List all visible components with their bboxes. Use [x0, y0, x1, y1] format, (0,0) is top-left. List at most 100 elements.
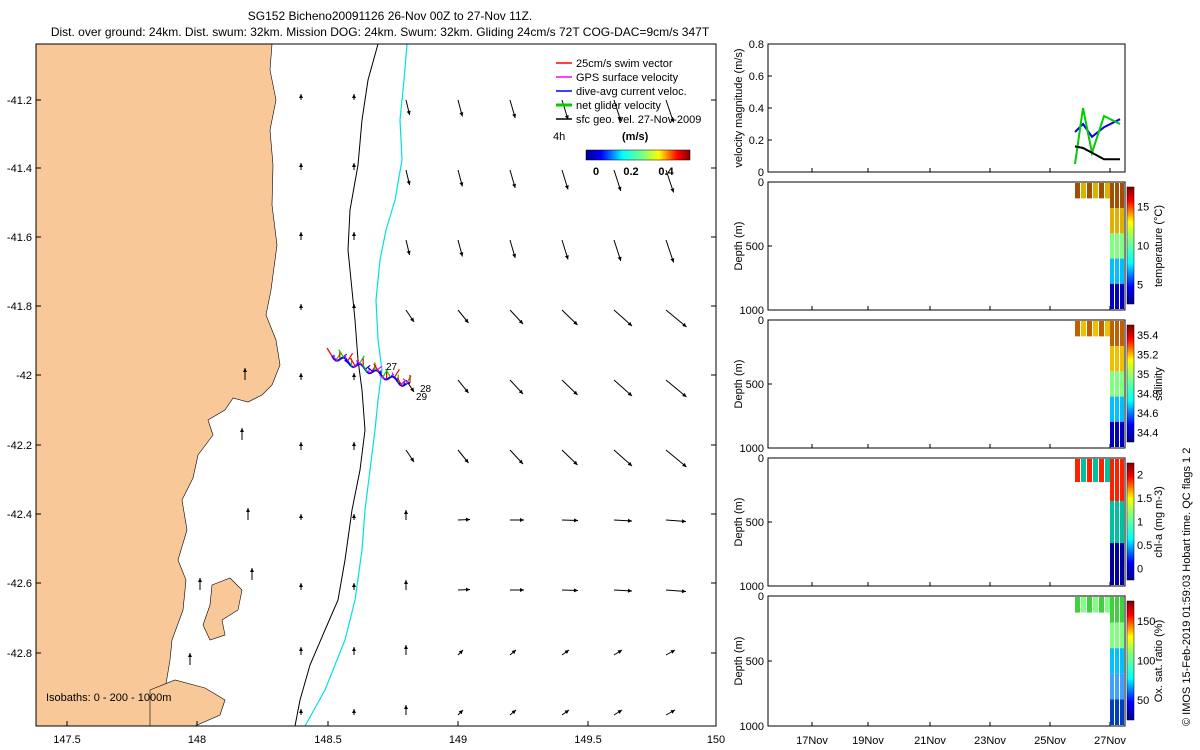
- map-frame: [35, 43, 717, 727]
- panel-salinity: 0 500 1000 Depth (m) 34.4 34.6 34.8 35 35.2 35.4 s…: [733, 315, 1165, 455]
- panel-colorbar-tick: 100: [1137, 656, 1155, 668]
- profile-deep-block: [1110, 371, 1114, 397]
- vector-arrow: [299, 163, 303, 170]
- vector-arrow: [457, 309, 469, 324]
- vector-head: [681, 519, 686, 524]
- profile-shallow-block: [1093, 459, 1098, 483]
- map-panel: 27 28 29 Isobaths: 0 - 200 - 1000m: [36, 44, 739, 726]
- vector-arrow: [457, 449, 469, 464]
- vector-arrow: [613, 309, 633, 327]
- vector-shaft: [665, 379, 687, 398]
- profile-deep-block: [1110, 699, 1114, 725]
- panel-ytick-label: 0: [758, 315, 764, 327]
- panel-frame: [767, 457, 1126, 587]
- map-xtick-label: 148: [188, 734, 206, 746]
- profile-shallow-block: [1093, 597, 1098, 613]
- panel-colorbar-tick: 50: [1137, 695, 1149, 707]
- colorbar-tick-1: 0.2: [623, 166, 638, 178]
- vector-head: [682, 322, 687, 327]
- vector-head: [299, 94, 303, 98]
- vector-head: [511, 650, 516, 655]
- vector-head: [573, 390, 578, 395]
- vector-head: [735, 464, 739, 468]
- vector-head: [617, 256, 622, 261]
- panel-ytick-label: 500: [746, 379, 764, 391]
- profile-deep-block: [1115, 183, 1119, 209]
- vector-arrow: [613, 169, 622, 192]
- vector-head: [734, 590, 738, 594]
- profile-deep-block: [1115, 371, 1119, 397]
- vector-arrow: [665, 709, 676, 716]
- vector-arrow: [457, 587, 471, 592]
- vector-arrow: [613, 709, 623, 716]
- profile-deep-block: [1115, 283, 1119, 309]
- vector-shaft: [715, 310, 716, 311]
- vector-shaft: [715, 100, 716, 102]
- track-vector: [344, 359, 350, 365]
- panel-ytick-label: 1000: [740, 443, 764, 455]
- vector-shaft: [613, 309, 633, 327]
- vector-head: [465, 587, 470, 592]
- vector-head: [352, 163, 356, 167]
- vector-head: [352, 709, 356, 713]
- vector-shaft: [715, 170, 716, 172]
- peninsula-forestier: [149, 679, 226, 726]
- profile-deep-block: [1120, 673, 1124, 700]
- vector-arrow: [188, 653, 192, 665]
- profile-deep-block: [1120, 396, 1124, 422]
- vector-head: [627, 588, 632, 593]
- vector-head: [520, 588, 524, 592]
- profile-deep-block: [1115, 699, 1119, 725]
- panel-colorbar-tick: 0.5: [1137, 540, 1152, 552]
- map-x-axis: 147.5 148 148.5 149 149.5 150: [53, 721, 725, 746]
- profile-deep-block: [1115, 597, 1119, 623]
- profile-deep-block: [1115, 258, 1119, 284]
- profile-deep-block: [1115, 648, 1119, 674]
- vector-arrow: [613, 379, 633, 397]
- profile-deep-block: [1115, 673, 1119, 700]
- vector-head: [627, 518, 632, 523]
- profile-deep-block: [1120, 597, 1124, 623]
- map-y-axis: -41.2 -41.4 -41.6 -41.8 -42 -42.2 -42.4 -42.6 -4…: [7, 95, 716, 660]
- isobath-200: [294, 44, 379, 726]
- profile-shallow-block: [1087, 183, 1092, 199]
- vector-arrow: [509, 99, 517, 119]
- legend: 25cm/s swim vector GPS surface velocity di…: [553, 58, 701, 178]
- vector-arrow: [405, 309, 415, 323]
- vector-arrow: [198, 578, 202, 590]
- panel-colorbar: [1126, 600, 1135, 721]
- profile-shallow-block: [1105, 183, 1110, 199]
- vector-arrow: [352, 232, 356, 240]
- track-vector: [384, 368, 392, 378]
- vector-arrow: [613, 649, 623, 656]
- vector-head: [352, 373, 356, 377]
- panel-velocity: 0 0.2 0.4 0.6 0.8 velocity magnitude (m/s): [733, 39, 1126, 179]
- profile-deep-block: [1120, 699, 1124, 725]
- panel-colorbar-tick: 1: [1137, 517, 1143, 529]
- panel-ylabel: Depth (m): [733, 498, 745, 547]
- vector-head: [299, 232, 303, 236]
- profile-deep-block: [1120, 208, 1124, 234]
- track-vector: [396, 377, 403, 387]
- track-vector: [347, 352, 354, 362]
- profile-deep-block: [1110, 233, 1114, 259]
- vector-arrow: [299, 514, 303, 520]
- track-vector: [393, 368, 400, 378]
- vector-arrow: [665, 649, 676, 656]
- profile-deep-block: [1120, 183, 1124, 209]
- vector-arrow: [352, 163, 356, 170]
- panel-ytick-label: 0: [758, 591, 764, 603]
- panel-colorbar-tick: 5: [1137, 280, 1143, 292]
- vector-arrow: [613, 449, 633, 467]
- vector-head: [352, 583, 356, 587]
- vector-arrow: [240, 428, 244, 440]
- panel-ytick-label: 0.2: [749, 135, 764, 147]
- panel-ytick-label: 0.8: [749, 39, 764, 51]
- vector-arrow: [299, 442, 303, 450]
- vector-head: [511, 710, 516, 715]
- time-label: 4h: [553, 131, 565, 143]
- panel-frame: [767, 595, 1126, 727]
- vector-arrow: [561, 449, 578, 466]
- legend-label: GPS surface velocity: [576, 72, 679, 84]
